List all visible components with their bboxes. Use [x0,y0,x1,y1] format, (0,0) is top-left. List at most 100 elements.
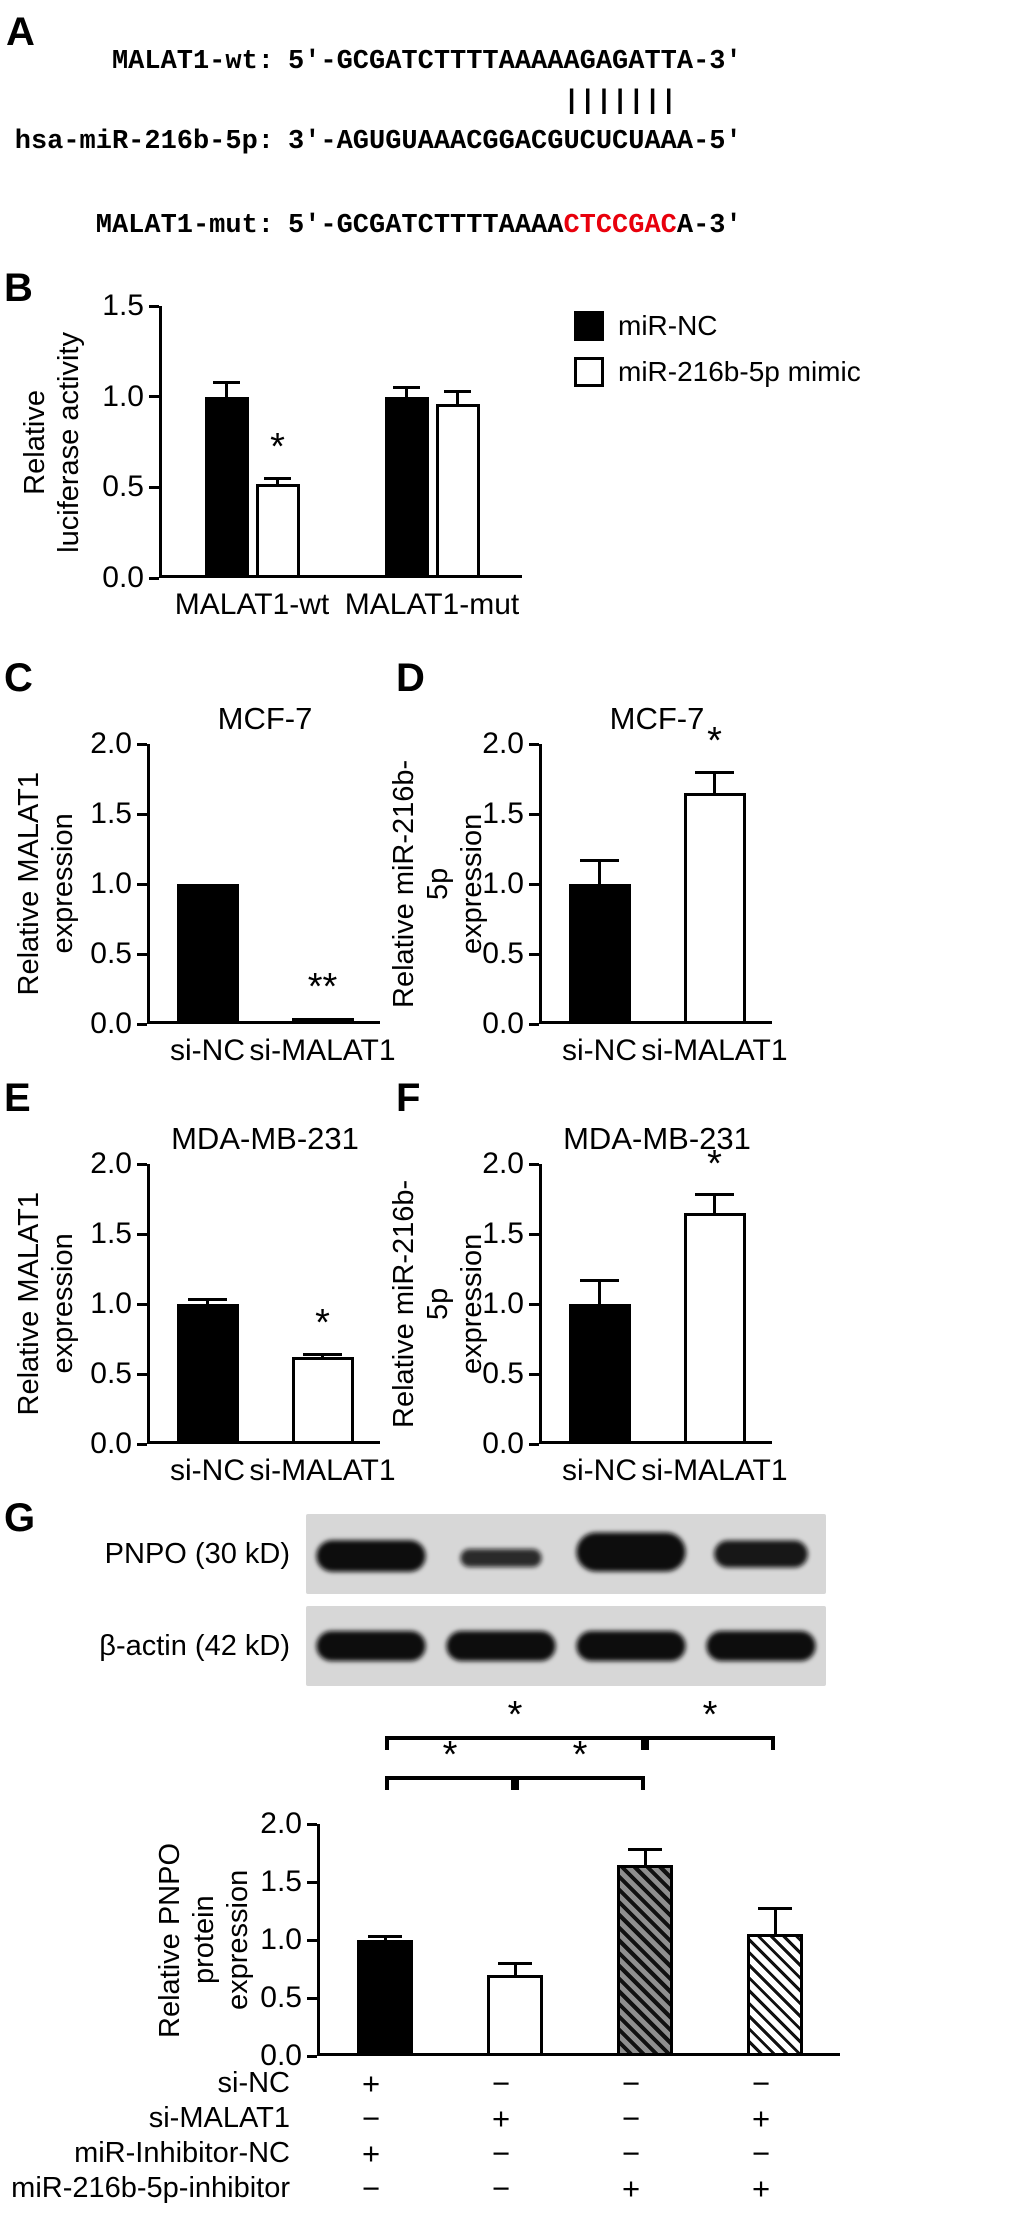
condition-value: − [361,2170,381,2206]
error-bar-cap [303,1352,342,1356]
panel-f-chart: Relative miR-216b-5p expression MDA-MB-231… [388,1118,792,1487]
condition-value: + [751,2170,771,2206]
x-category-label: si-MALAT1 [641,1454,788,1487]
y-axis-label: Relative miR-216b-5p expression [388,744,488,1024]
bar [683,1213,746,1444]
bar [357,1940,413,2056]
panel-d-letter: D [396,656,425,700]
error-bar-cap [212,380,241,384]
bar-chart-panel-C: Relative MALAT1 expression MCF-7 0.0 0.5 1.0 1… [12,698,396,1067]
panel-c-chart: Relative MALAT1 expression MCF-7 0.0 0.5 1.0 1… [12,698,396,1067]
base-pairing-bars: ||||||| [288,87,677,117]
significance-star: * [572,1734,588,1776]
panel-a-sequence-alignment: A MALAT1-wt: 5'-GCGATCTTTTAAAAAGAGATTA-3… [6,12,794,246]
significance-bracket [645,1736,775,1750]
y-tick-mark [137,1372,147,1376]
plot-area: 0.0 0.5 1.0 1.5 2.0 ** si-NC si-MALAT1 [90,727,395,1067]
y-tick-label: 2.0 [482,727,524,760]
y-tick-label: 1.0 [482,867,524,900]
x-category-label: MALAT1-mut [344,588,520,621]
y-tick-mark [307,2054,317,2058]
significance-star: * [707,720,722,762]
error-bar-cap [263,476,292,480]
blot-band [316,1540,426,1572]
y-tick-mark [529,882,539,886]
error-bar-line [713,1194,716,1213]
y-axis-label: Relative luciferase activity [16,306,88,578]
y-axis-line [539,744,542,1024]
y-tick-label: 1.0 [102,379,144,413]
significance-bracket [385,1736,645,1750]
error-bar-cap [695,770,734,774]
y-tick-mark [529,952,539,956]
y-tick-label: 0.5 [260,1981,302,2014]
y-axis-label-text: Relative miR-216b-5p expression [387,1164,489,1444]
y-axis-line [317,1824,320,2056]
significance-star: * [442,1734,458,1776]
y-axis-label-text: Relative MALAT1 expression [12,772,80,996]
y-axis-label: Relative miR-216b-5p expression [388,1164,488,1444]
error-bar-line [598,860,601,884]
sequence-alignment: MALAT1-wt: 5'-GCGATCTTTTAAAAAGAGATTA-3' … [14,42,794,246]
condition-row: miR-216b-5p-inhibitor − − + + [0,2171,826,2206]
x-axis-line [539,1021,772,1024]
wt-sequence: 5'-GCGATCTTTTAAAAAGAGATTA-3' [288,47,742,77]
bar-chart-panel-G: Relative PNPO protein expression 0.0 0.5 1.0… [154,1696,840,2072]
condition-value: − [491,2170,511,2206]
condition-label: miR-216b-5p-inhibitor [11,2172,290,2204]
condition-value: − [621,2135,641,2171]
legend-swatch [574,357,604,387]
y-tick-mark [529,1022,539,1026]
blot-band [714,1540,808,1568]
bar [291,1018,354,1024]
y-axis-label-line: Relative miR-216b-5p [388,1179,454,1429]
y-tick-label: 1.5 [482,797,524,830]
bar [435,403,480,578]
y-tick-label: 0.0 [90,1007,132,1040]
error-bar-cap [497,1961,533,1965]
error-bar-cap [367,1935,403,1939]
y-axis-label-text: Relative luciferase activity [18,332,86,553]
panel-d-mcf7-mir216b-chart: D Relative miR-216b-5p expression MCF-7 0.0… [388,656,792,1067]
mirna-sequence: 3'-AGUGUAAACGGACGUCUCUAAA-5' [288,127,742,157]
blot-band [576,1532,686,1572]
bar [291,1357,354,1444]
chart-title: MDA-MB-231 [563,1121,751,1156]
bar [176,884,239,1024]
x-axis-line [317,2053,840,2056]
condition-value: − [621,2100,641,2136]
y-tick-mark [529,812,539,816]
error-bar-line [643,1849,647,1865]
y-axis-line [147,744,150,1024]
y-tick-label: 2.0 [90,727,132,760]
bar [617,1864,673,2056]
y-tick-mark [529,1372,539,1376]
y-axis-label-text: Relative MALAT1 expression [12,1192,80,1416]
error-bar-line [383,1936,387,1940]
significance-star: ** [307,966,338,1009]
y-tick-label: 1.5 [482,1217,524,1250]
blot-band [316,1631,426,1661]
legend-item: miR-216b-5p mimic [574,356,861,388]
y-axis-label: Relative MALAT1 expression [12,744,80,1024]
condition-label: si-MALAT1 [148,2102,290,2134]
y-tick-mark [149,395,159,399]
legend-label: miR-NC [618,310,718,341]
y-tick-label: 0.5 [90,1357,132,1390]
bar-chart-panel-F: Relative miR-216b-5p expression MDA-MB-231… [388,1118,792,1487]
y-axis-label-line: Relative miR-216b-5p [388,759,454,1009]
y-tick-mark [137,742,147,746]
chart-title: MCF-7 [609,701,705,736]
y-axis-line [539,1164,542,1444]
condition-row: miR-Inhibitor-NC + − − − [0,2136,826,2171]
panel-e-chart: Relative MALAT1 expression MDA-MB-231 0.0 0.… [12,1118,396,1487]
y-axis-label: Relative PNPO protein expression [154,1824,254,2056]
pairing-spacer [14,82,274,122]
y-axis-label-line: Relative PNPO [154,1842,186,2038]
y-axis-line [159,306,162,578]
x-axis-line [147,1441,380,1444]
error-bar-line [773,1908,777,1935]
y-tick-label: 1.5 [102,289,144,322]
significance-bracket [515,1776,645,1790]
bar [568,1304,631,1444]
